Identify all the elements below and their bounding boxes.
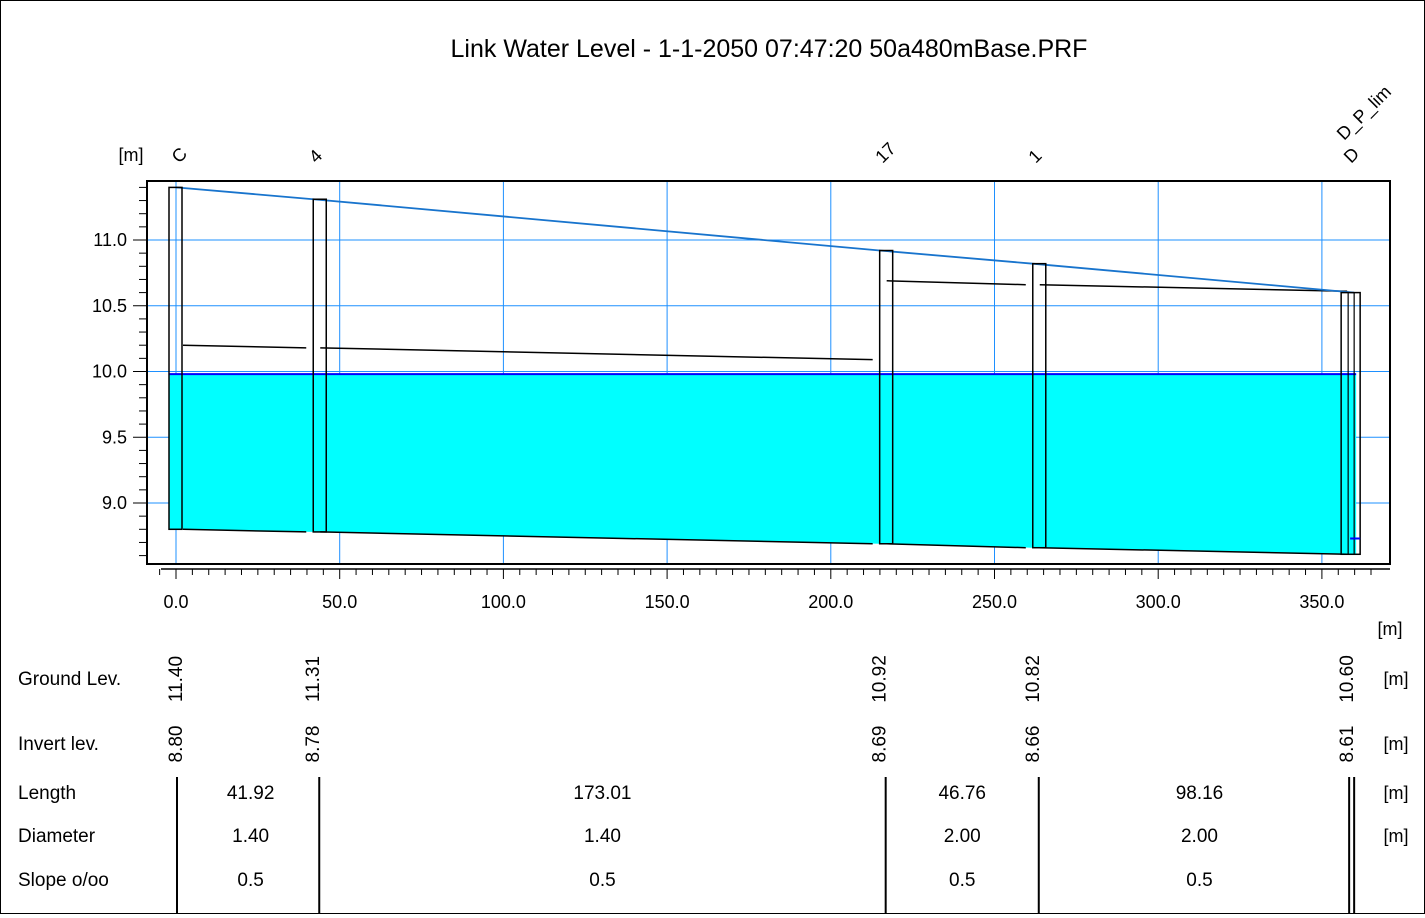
pipe-invert-line [886, 543, 1026, 549]
x-tick-label: 150.0 [645, 592, 690, 612]
x-tick-label: 250.0 [972, 592, 1017, 612]
chart-title: Link Water Level - 1-1-2050 07:47:20 50a… [451, 35, 1088, 63]
table-link-value: 173.01 [573, 783, 631, 804]
x-tick-label: 200.0 [808, 592, 853, 612]
y-tick-label: 10.0 [92, 362, 127, 382]
table-link-value: 2.00 [944, 826, 981, 847]
x-tick-label: 0.0 [163, 592, 188, 612]
table-node-value: 8.66 [1023, 726, 1044, 763]
table-link-value: 0.5 [589, 870, 615, 891]
pipe-crown-line [1039, 283, 1348, 293]
table-link-value: 0.5 [949, 870, 975, 891]
x-tick-label: 100.0 [481, 592, 526, 612]
pipe-crown-line [320, 347, 873, 361]
table-link-value: 0.5 [1186, 870, 1212, 891]
table-row-label: Ground Lev. [18, 669, 121, 690]
table-node-value: 10.82 [1023, 655, 1044, 703]
node-label: 17 [871, 139, 899, 167]
table-node-value: 10.60 [1337, 655, 1358, 703]
table-row-unit: [m] [1384, 826, 1409, 846]
table-node-value: 11.40 [166, 656, 187, 702]
manhole-1 [1032, 262, 1047, 549]
table-node-value: 8.80 [166, 726, 187, 763]
pipe-invert-line [320, 531, 873, 545]
table-link-value: 46.76 [938, 783, 986, 804]
table-row-label: Slope o/oo [18, 870, 109, 891]
table-link-value: 41.92 [227, 783, 275, 804]
y-tick-label: 11.0 [93, 230, 127, 250]
pipe-crown-line [886, 280, 1026, 286]
x-tick-label: 350.0 [1299, 592, 1344, 612]
table-row-unit: [m] [1384, 734, 1409, 754]
node-label: C [168, 143, 191, 166]
table-link-value: 2.00 [1181, 826, 1218, 847]
y-tick-label: 9.0 [102, 493, 127, 513]
manhole-C [168, 186, 183, 531]
water-area [169, 374, 1357, 555]
table-link-value: 98.16 [1176, 783, 1224, 804]
table-node-value: 11.31 [303, 656, 324, 702]
y-unit-label: [m] [119, 145, 144, 165]
table-link-value: 1.40 [584, 826, 621, 847]
table-node-value: 10.92 [870, 655, 891, 703]
table-link-value: 1.40 [232, 826, 269, 847]
pipe-crown-line [182, 344, 307, 349]
pipe-invert-line [182, 528, 307, 533]
node-label: 4 [305, 146, 326, 167]
node-label-extra: D_P_lim [1333, 82, 1396, 145]
table-link-value: 0.5 [237, 870, 263, 891]
pipe-invert-line [1039, 546, 1348, 556]
table-row-unit: [m] [1384, 669, 1409, 689]
manhole-4 [312, 198, 327, 533]
table-row-label: Invert lev. [18, 734, 99, 755]
x-tick-label: 300.0 [1136, 592, 1181, 612]
x-unit-label: [m] [1378, 619, 1403, 639]
table-row-unit: [m] [1384, 783, 1409, 803]
manhole-17 [878, 249, 894, 545]
x-tick-label: 50.0 [322, 592, 357, 612]
node-label: 1 [1024, 146, 1045, 167]
table-node-value: 8.78 [303, 726, 324, 763]
manhole-D [1340, 291, 1361, 556]
table-row-label: Length [18, 783, 76, 804]
node-label: D [1340, 143, 1363, 166]
table-node-value: 8.69 [870, 726, 891, 763]
table-row-label: Diameter [18, 826, 96, 847]
y-tick-label: 9.5 [102, 427, 127, 447]
y-tick-label: 10.5 [92, 296, 127, 316]
table-node-value: 8.61 [1337, 726, 1358, 763]
